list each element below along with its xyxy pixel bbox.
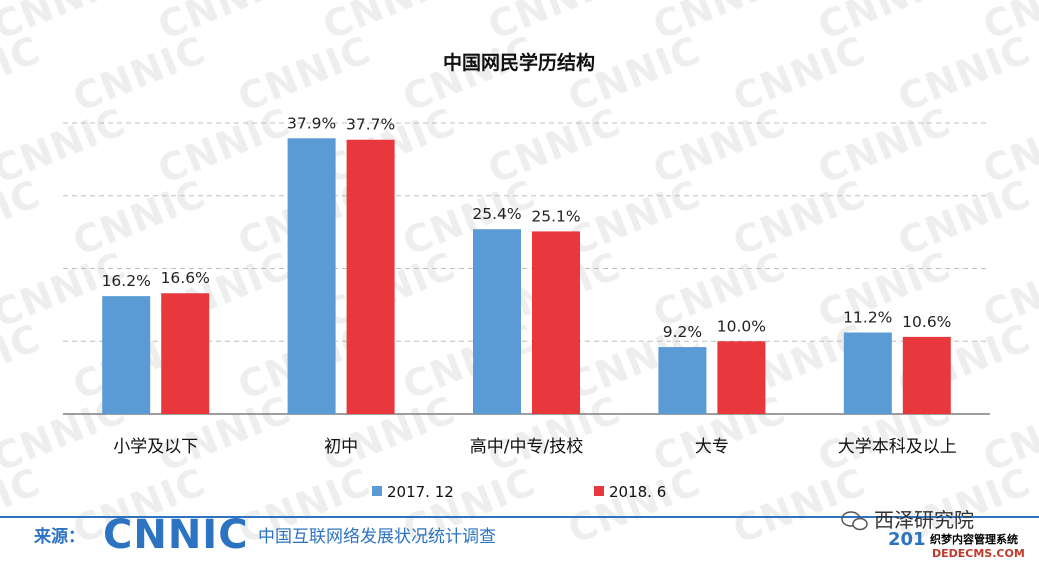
watermark-text: CNNIC [0, 172, 47, 265]
bar [532, 231, 580, 414]
gridlines [63, 122, 990, 415]
dedecms-stamp-bg [928, 530, 1036, 562]
data-label: 37.9% [287, 114, 336, 132]
watermark-text: CNNIC [0, 316, 47, 409]
watermark-text: CNNIC [812, 100, 957, 193]
legend-label: 2018. 6 [609, 483, 666, 501]
wechat-icon [841, 511, 868, 531]
survey-subtitle: 中国互联网络发展状况统计调查 [258, 527, 496, 547]
watermark-text: CNNIC [0, 28, 47, 121]
watermark-text: CNNIC [67, 172, 212, 265]
dedecms-stamp-url: DEDECMS.COM [932, 547, 1025, 560]
cnnic-logo: CNNIC [103, 512, 249, 558]
legend-swatch [372, 486, 382, 496]
footer: 来源： CNNIC 中国互联网络发展状况统计调查 西泽研究院 201 织梦内容管… [0, 508, 1039, 562]
bar [717, 341, 766, 414]
watermark-text: CNNIC [647, 100, 792, 193]
watermark-text: CNNIC [727, 172, 872, 265]
legend-swatch [594, 486, 604, 496]
watermark-text: CNNIC [232, 28, 377, 121]
data-label: 25.4% [472, 205, 521, 223]
bar [658, 347, 707, 414]
bar [473, 229, 521, 414]
bar [287, 138, 336, 414]
dedecms-stamp-text: 织梦内容管理系统 [930, 532, 1018, 546]
data-label: 9.2% [663, 323, 702, 341]
legend: 2017. 12 2018. 6 [372, 483, 666, 501]
source-label: 来源： [33, 526, 85, 547]
bar [902, 336, 951, 414]
watermark-text: CNNIC [152, 100, 297, 193]
brand-name: 西泽研究院 [874, 508, 974, 532]
category-label: 高中/中专/技校 [470, 437, 583, 457]
watermark-text: CNNIC [562, 460, 707, 553]
watermark-text: CNNIC [727, 28, 872, 121]
data-label: 11.2% [843, 309, 892, 327]
bar [843, 332, 892, 414]
data-label: 10.6% [902, 313, 951, 331]
bars-layer: 16.2% 16.6% 小学及以下 37.9% 37.7% 初中 25.4% 25.1% 高中/… [102, 114, 957, 457]
data-label: 25.1% [531, 207, 580, 225]
bar [102, 296, 151, 414]
legend-label: 2017. 12 [387, 483, 454, 501]
watermark-text: CNNIC [892, 28, 1037, 121]
category-label: 小学及以下 [113, 437, 198, 457]
watermark-text: CNNIC [892, 172, 1037, 265]
watermark-text: CNNIC [562, 172, 707, 265]
data-label: 10.0% [717, 317, 766, 335]
data-label: 16.6% [161, 269, 210, 287]
category-label: 大专 [695, 437, 729, 457]
watermark-text: CNNIC [727, 460, 872, 553]
data-label: 16.2% [102, 272, 151, 290]
chart-title: 中国网民学历结构 [443, 51, 595, 74]
watermark-text: CNNIC [482, 100, 627, 193]
category-label: 大学本科及以上 [838, 437, 957, 457]
bar [161, 293, 210, 414]
bar [346, 139, 395, 415]
year-partial: 201 [888, 529, 926, 550]
category-label: 初中 [324, 437, 358, 457]
data-label: 37.7% [346, 116, 395, 134]
watermark-text: CNNIC [67, 28, 212, 121]
